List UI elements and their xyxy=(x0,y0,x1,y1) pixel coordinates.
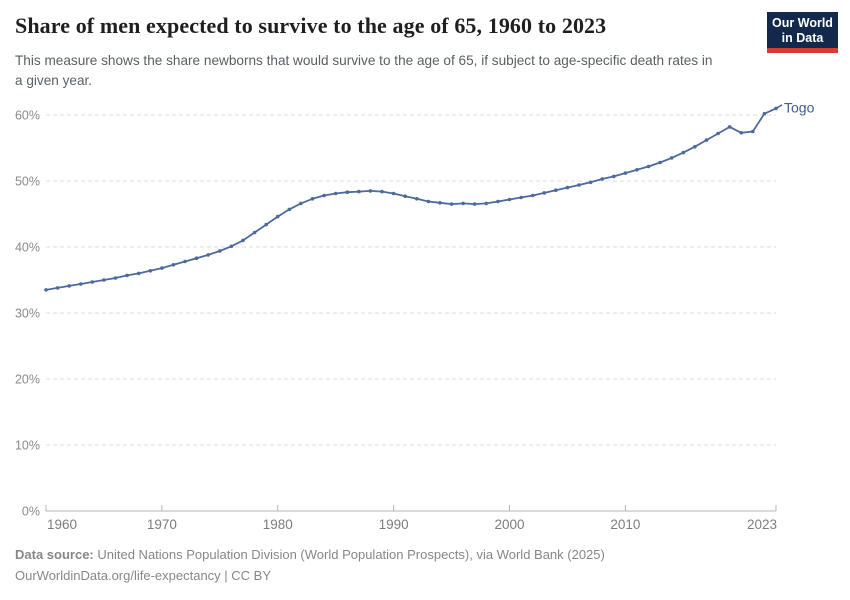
x-axis-tick-label: 2000 xyxy=(494,517,524,532)
data-point[interactable] xyxy=(554,188,558,192)
data-point[interactable] xyxy=(739,131,743,135)
data-point[interactable] xyxy=(299,201,303,206)
data-point[interactable] xyxy=(44,288,48,292)
data-point[interactable] xyxy=(333,191,338,196)
data-source-line: Data source: United Nations Population D… xyxy=(15,544,835,565)
data-point[interactable] xyxy=(727,125,732,129)
data-point[interactable] xyxy=(681,150,686,155)
data-point[interactable] xyxy=(762,111,767,116)
data-point[interactable] xyxy=(136,271,141,276)
data-point[interactable] xyxy=(194,256,199,261)
data-point[interactable] xyxy=(102,278,106,282)
x-axis-tick-label: 2010 xyxy=(610,517,640,532)
y-axis-tick-label: 60% xyxy=(15,109,40,123)
data-point[interactable] xyxy=(322,193,326,198)
data-point[interactable] xyxy=(669,156,674,160)
data-point[interactable] xyxy=(275,214,280,219)
license-separator: | xyxy=(220,568,232,583)
chart-footer: Data source: United Nations Population D… xyxy=(15,544,835,586)
data-point[interactable] xyxy=(380,189,384,194)
data-point[interactable] xyxy=(530,193,535,198)
data-point[interactable] xyxy=(171,263,176,267)
data-point[interactable] xyxy=(507,197,512,202)
line-chart-canvas: 0% 10% 20% 30% 40% 50% 60% 1960 1970 1980 1990 2000… xyxy=(15,99,815,532)
data-point[interactable] xyxy=(472,202,477,206)
y-axis-tick-label: 40% xyxy=(15,241,40,255)
data-point[interactable] xyxy=(565,185,570,190)
data-point[interactable] xyxy=(704,138,709,142)
license-text: CC BY xyxy=(231,568,272,583)
data-point[interactable] xyxy=(391,191,396,196)
data-point[interactable] xyxy=(658,160,662,165)
data-point[interactable] xyxy=(241,238,245,243)
entity-label-togo[interactable]: Togo xyxy=(784,99,815,115)
data-point[interactable] xyxy=(67,284,71,288)
data-point[interactable] xyxy=(160,266,164,270)
data-point[interactable] xyxy=(751,129,755,134)
data-point[interactable] xyxy=(148,269,153,273)
x-axis-tick-label: 1960 xyxy=(47,517,77,532)
data-point[interactable] xyxy=(716,131,720,136)
data-point[interactable] xyxy=(206,253,210,257)
data-point[interactable] xyxy=(577,183,581,187)
y-axis-tick-label: 50% xyxy=(15,175,40,189)
data-point[interactable] xyxy=(426,199,431,204)
owid-logo-text-line2: in Data xyxy=(781,30,824,45)
data-point[interactable] xyxy=(449,202,454,206)
owid-logo[interactable]: Our World in Data xyxy=(767,12,838,53)
data-point[interactable] xyxy=(635,168,639,172)
data-point[interactable] xyxy=(55,286,60,290)
data-point[interactable] xyxy=(438,201,442,205)
chart-line-togo[interactable] xyxy=(45,107,777,291)
owid-logo-text-line1: Our World xyxy=(772,16,833,30)
data-point[interactable] xyxy=(646,164,651,169)
license-line: OurWorldinData.org/life-expectancy | CC … xyxy=(15,565,835,586)
chart-subtitle: This measure shows the share newborns th… xyxy=(15,53,713,88)
data-point[interactable] xyxy=(461,201,465,206)
data-point[interactable] xyxy=(600,177,604,181)
data-point[interactable] xyxy=(125,273,129,278)
data-point[interactable] xyxy=(310,197,315,201)
x-axis-tick-label: 1980 xyxy=(263,517,293,532)
data-point[interactable] xyxy=(484,201,489,206)
y-axis-tick-label: 10% xyxy=(15,439,40,453)
data-point[interactable] xyxy=(542,191,547,195)
data-point[interactable] xyxy=(357,189,361,194)
data-point[interactable] xyxy=(183,259,187,264)
data-point[interactable] xyxy=(415,197,419,201)
data-point[interactable] xyxy=(345,190,350,194)
data-point[interactable] xyxy=(79,282,83,286)
x-axis-tick-label: 2023 xyxy=(747,517,777,532)
data-point[interactable] xyxy=(623,171,628,175)
data-point[interactable] xyxy=(218,249,222,253)
x-axis-tick-label: 1970 xyxy=(147,517,177,532)
data-point[interactable] xyxy=(229,244,234,249)
x-axis-tick-label: 1990 xyxy=(379,517,409,532)
y-axis-tick-label: 0% xyxy=(22,505,40,519)
data-point[interactable] xyxy=(693,144,697,149)
data-point[interactable] xyxy=(519,195,523,200)
data-point[interactable] xyxy=(612,174,616,179)
data-source-label: Data source: xyxy=(15,547,94,562)
y-axis-tick-label: 30% xyxy=(15,307,40,321)
data-source-text: United Nations Population Division (Worl… xyxy=(93,547,605,562)
owid-url-link[interactable]: OurWorldinData.org/life-expectancy xyxy=(15,568,221,583)
page-title: Share of men expected to survive to the … xyxy=(15,13,607,38)
y-axis-tick-label: 20% xyxy=(15,373,40,387)
data-point[interactable] xyxy=(588,180,593,185)
data-point[interactable] xyxy=(90,280,95,284)
data-point[interactable] xyxy=(287,207,292,212)
data-point[interactable] xyxy=(264,222,269,227)
data-point[interactable] xyxy=(496,199,500,204)
data-point[interactable] xyxy=(252,230,257,235)
data-point[interactable] xyxy=(368,189,373,193)
data-point[interactable] xyxy=(403,194,408,198)
data-point[interactable] xyxy=(113,276,118,280)
entity-label-connector xyxy=(776,104,783,109)
